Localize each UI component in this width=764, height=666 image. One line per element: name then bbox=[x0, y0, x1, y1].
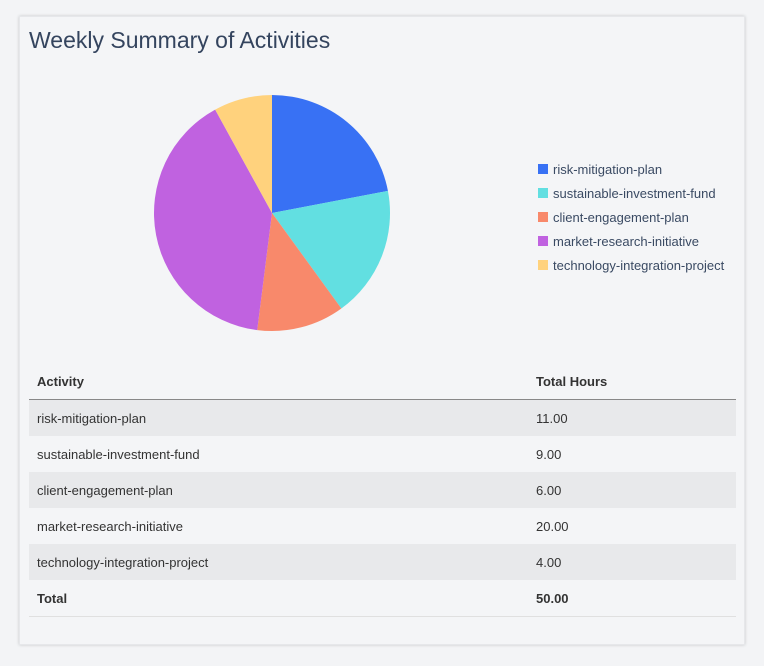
activity-cell: risk-mitigation-plan bbox=[29, 399, 528, 436]
legend-item[interactable]: risk-mitigation-plan bbox=[538, 157, 724, 181]
pie-chart bbox=[153, 95, 390, 332]
summary-card: Weekly Summary of Activities risk-mitiga… bbox=[19, 16, 745, 645]
legend-swatch bbox=[538, 236, 548, 246]
legend-swatch bbox=[538, 260, 548, 270]
legend-label: technology-integration-project bbox=[553, 257, 725, 273]
legend-item[interactable]: technology-integration-project bbox=[538, 253, 724, 277]
hours-cell: 9.00 bbox=[536, 446, 562, 462]
legend-item[interactable]: client-engagement-plan bbox=[538, 205, 724, 229]
pie-slice-market-research-initiative[interactable] bbox=[153, 109, 272, 331]
hours-cell: 11.00 bbox=[528, 399, 736, 436]
activity-table: Activity Total Hours risk-mitigation-pla… bbox=[29, 363, 736, 617]
hours-cell: 6.00 bbox=[528, 472, 736, 508]
legend-label: risk-mitigation-plan bbox=[553, 161, 663, 177]
column-header-total-hours: Total Hours bbox=[528, 363, 736, 400]
column-header-activity: Activity bbox=[29, 363, 528, 400]
total-row: Total 50.00 bbox=[29, 580, 736, 617]
page-title: Weekly Summary of Activities bbox=[29, 27, 331, 53]
table-row: sustainable-investment-fund 9.00 bbox=[29, 436, 736, 472]
legend-item[interactable]: market-research-initiative bbox=[538, 229, 724, 253]
legend-swatch bbox=[538, 164, 548, 174]
legend-swatch bbox=[538, 212, 548, 222]
total-value: 50.00 bbox=[528, 580, 736, 617]
pie-slice-client-engagement-plan[interactable] bbox=[257, 213, 342, 332]
activity-cell: client-engagement-plan bbox=[29, 472, 528, 508]
pie-slice-technology-integration-project[interactable] bbox=[215, 95, 272, 213]
activity-cell: market-research-initiative bbox=[37, 518, 183, 534]
table-row: client-engagement-plan 6.00 bbox=[29, 472, 736, 508]
pie-slice-risk-mitigation-plan[interactable] bbox=[272, 95, 388, 213]
chart-legend: risk-mitigation-plan sustainable-investme… bbox=[538, 157, 724, 277]
hours-cell: 20.00 bbox=[536, 518, 569, 534]
total-label: Total bbox=[29, 580, 528, 617]
hours-cell: 4.00 bbox=[528, 544, 736, 580]
legend-swatch bbox=[538, 188, 548, 198]
legend-item[interactable]: sustainable-investment-fund bbox=[538, 181, 724, 205]
legend-label: sustainable-investment-fund bbox=[553, 185, 716, 201]
table-row: technology-integration-project 4.00 bbox=[29, 544, 736, 580]
table-row: risk-mitigation-plan 11.00 bbox=[29, 399, 736, 436]
table-row: market-research-initiative 20.00 bbox=[29, 508, 736, 544]
legend-label: client-engagement-plan bbox=[553, 209, 689, 225]
activity-cell: technology-integration-project bbox=[29, 544, 528, 580]
activity-cell: sustainable-investment-fund bbox=[37, 446, 200, 462]
pie-slice-sustainable-investment-fund[interactable] bbox=[272, 190, 390, 309]
legend-label: market-research-initiative bbox=[553, 233, 699, 249]
